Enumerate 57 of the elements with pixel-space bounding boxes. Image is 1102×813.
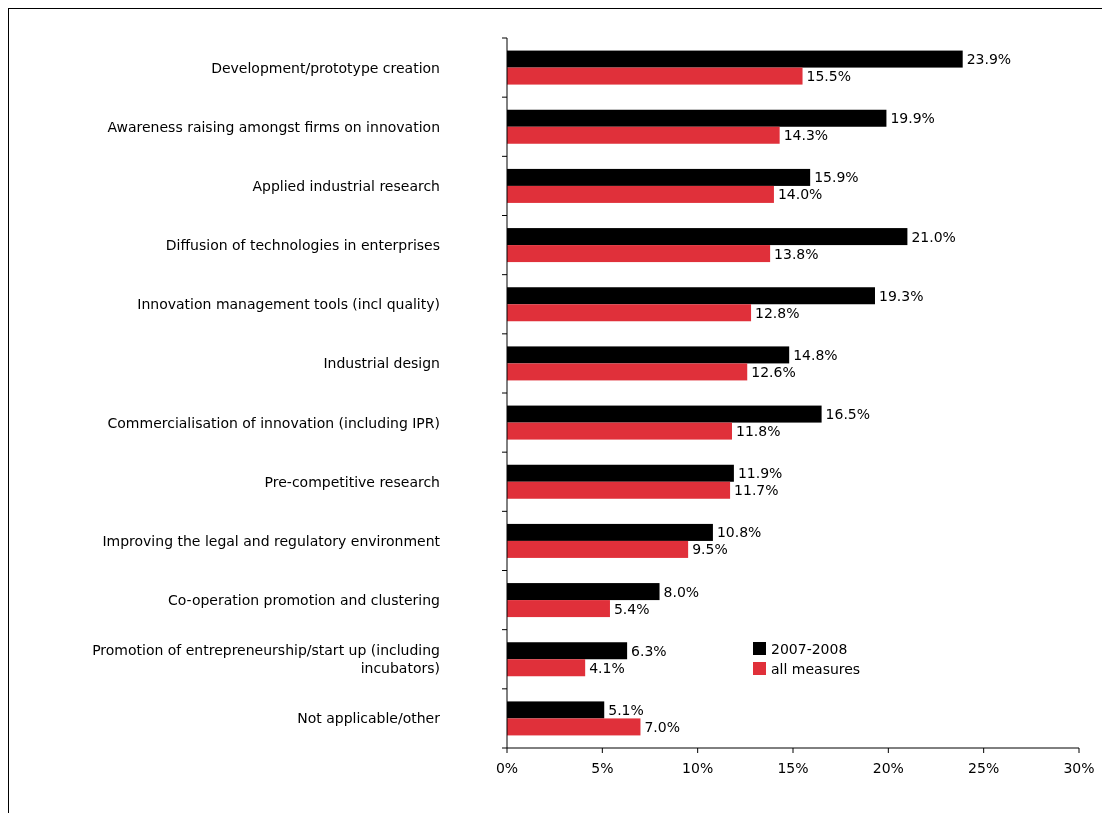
- data-label: 10.8%: [716, 524, 762, 541]
- y-tick-label: Diffusion of technologies in enterprises: [165, 237, 440, 254]
- y-tick-label: Applied industrial research: [252, 177, 440, 194]
- data-label: 5.1%: [608, 701, 644, 718]
- data-label: 19.9%: [890, 110, 935, 127]
- x-tick-label: 15%: [777, 760, 809, 776]
- data-label: 21.0%: [911, 228, 956, 245]
- bar: [507, 659, 586, 677]
- y-tick-label: Co-operation promotion and clustering: [167, 592, 440, 609]
- data-label: 11.7%: [734, 482, 779, 499]
- data-label: 5.4%: [613, 600, 650, 617]
- legend-label: 2007-2008: [771, 641, 848, 657]
- bar: [507, 718, 641, 736]
- x-tick-label: 25%: [968, 760, 1000, 776]
- bar: [507, 422, 732, 440]
- data-label: 6.3%: [631, 642, 667, 659]
- data-label: 16.5%: [825, 406, 871, 423]
- data-label: 15.9%: [814, 169, 859, 186]
- data-label: 13.8%: [774, 245, 819, 262]
- y-tick-label: Pre-competitive research: [264, 473, 440, 490]
- data-label: 15.5%: [806, 68, 852, 85]
- data-label: 11.9%: [737, 465, 783, 482]
- legend-label: all measures: [771, 661, 861, 677]
- data-label: 12.8%: [755, 304, 800, 321]
- x-tick-label: 0%: [495, 760, 519, 776]
- bar: [507, 126, 780, 144]
- y-tick-label: Not applicable/other: [297, 710, 441, 727]
- y-tick-label: Development/prototype creation: [211, 59, 440, 76]
- x-tick-label: 20%: [872, 760, 904, 776]
- data-label: 11.8%: [735, 423, 781, 440]
- x-tick-label: 5%: [591, 760, 614, 776]
- x-tick-label: 10%: [682, 760, 714, 776]
- data-label: 12.6%: [751, 363, 796, 380]
- bar: [507, 540, 689, 558]
- data-label: 14.8%: [793, 346, 838, 363]
- y-tick-label: Awareness raising amongst firms on innovation: [107, 118, 440, 135]
- data-label: 9.5%: [692, 541, 728, 558]
- data-label: 23.9%: [966, 51, 1012, 68]
- data-label: 7.0%: [644, 718, 681, 735]
- bar: [507, 481, 731, 499]
- bar: [507, 185, 774, 203]
- y-tick-label: Improving the legal and regulatory environment: [102, 532, 441, 549]
- data-label: 14.0%: [777, 186, 823, 203]
- y-tick-label: Promotion of entrepreneurship/start up (including incubators): [92, 642, 440, 677]
- y-tick-label: Commercialisation of innovation (including IPR): [107, 414, 440, 431]
- bar: [507, 600, 610, 618]
- data-label: 19.3%: [878, 287, 924, 304]
- data-label: 4.1%: [589, 659, 625, 676]
- bar: [507, 363, 748, 381]
- data-label: 14.3%: [783, 127, 829, 144]
- bar: [507, 245, 771, 263]
- bar: [507, 304, 752, 322]
- bar: [507, 67, 803, 85]
- x-tick-label: 30%: [1063, 760, 1095, 776]
- data-label: 8.0%: [663, 583, 700, 600]
- y-tick-label: Innovation management tools (incl quality): [137, 296, 440, 313]
- y-tick-label: Industrial design: [323, 355, 440, 372]
